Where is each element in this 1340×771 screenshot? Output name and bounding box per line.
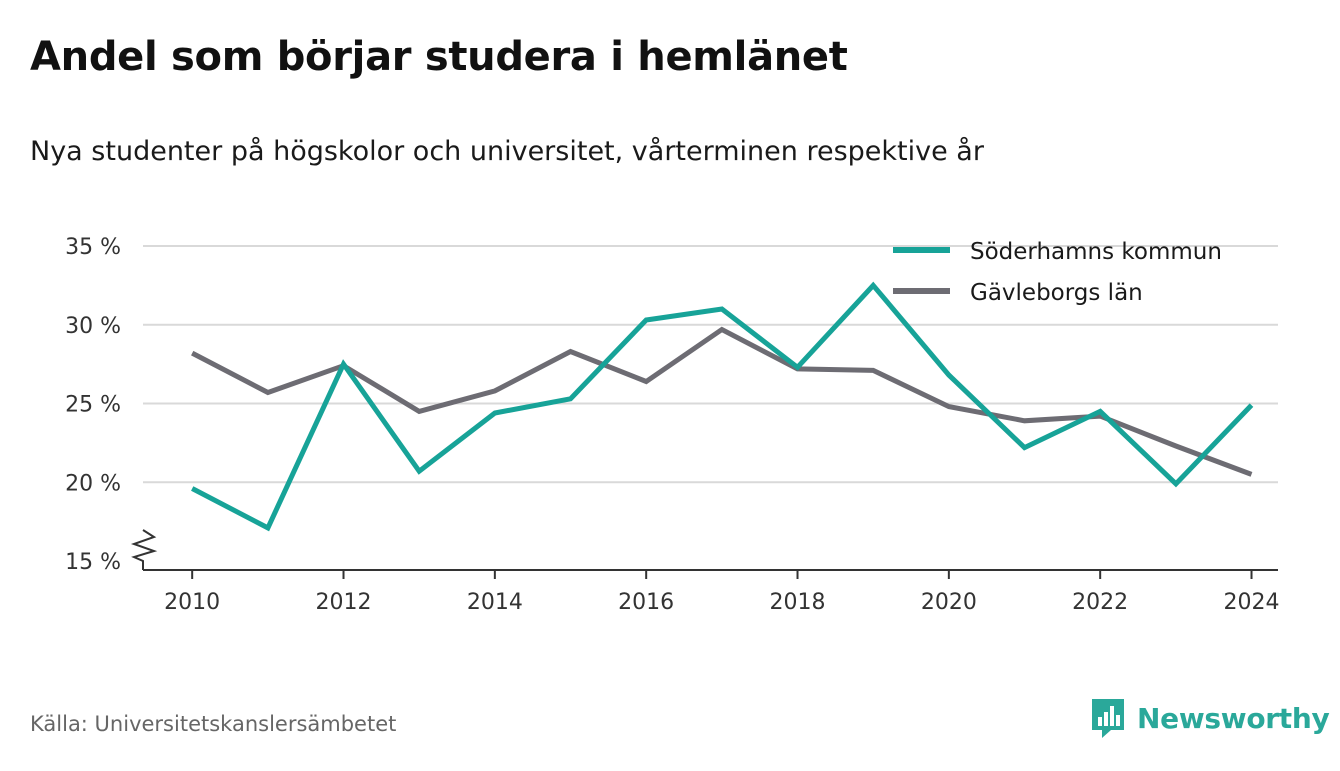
line-chart: 15 % 20 % 25 % 30 % 35 % 2010 2012 2014 2016 2018…: [65, 235, 1280, 615]
x-tick-label: 2024: [1224, 590, 1280, 615]
x-tick-label: 2014: [467, 590, 523, 615]
y-tick-label: 25 %: [65, 393, 121, 418]
y-tick-label: 20 %: [65, 471, 121, 496]
y-tick-label: 35 %: [65, 235, 121, 260]
x-tick-label: 2018: [770, 590, 826, 615]
legend-label: Gävleborgs län: [970, 280, 1143, 306]
x-tick-label: 2022: [1072, 590, 1128, 615]
brand-logo: Newsworthy: [1089, 697, 1330, 739]
x-tick-label: 2012: [316, 590, 372, 615]
legend-label: Söderhamns kommun: [970, 239, 1222, 265]
source-note: Källa: Universitetskanslersämbetet: [30, 712, 397, 736]
y-tick-label: 30 %: [65, 314, 121, 339]
chart-title: Andel som börjar studera i hemlänet: [30, 34, 848, 80]
chart-subtitle: Nya studenter på högskolor och universit…: [30, 136, 984, 167]
series-line: [191, 326, 1253, 477]
series-line: [191, 281, 1254, 532]
newsworthy-logo-icon: [1092, 699, 1124, 738]
x-tick-label: 2016: [618, 590, 674, 615]
y-tick-label: 15 %: [65, 550, 121, 575]
y-axis-break-marker: [130, 529, 158, 570]
x-tick-label: 2010: [164, 590, 220, 615]
brand-name: Newsworthy: [1137, 701, 1330, 735]
x-tick-label: 2020: [921, 590, 977, 615]
